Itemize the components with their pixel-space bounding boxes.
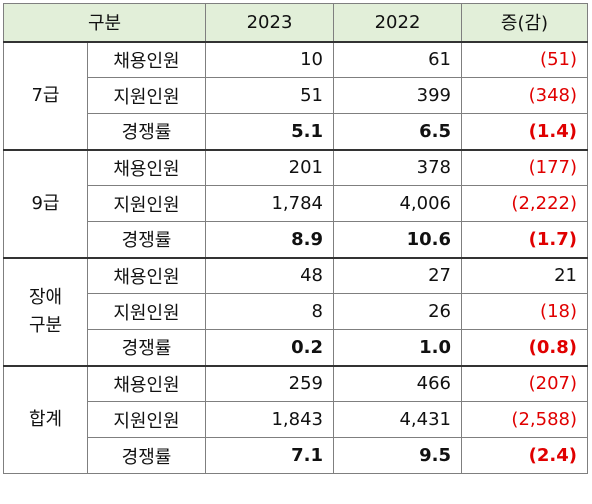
value-2023: 1,784 xyxy=(205,185,334,222)
value-change: (2,588) xyxy=(461,401,588,438)
recruitment-table: 구분 2023 2022 증(감) 7급 채용인원 10 61 (51) 지원인… xyxy=(3,3,588,474)
value-2023: 10 xyxy=(205,41,334,78)
table-row: 경쟁률 0.2 1.0 (0.8) xyxy=(4,329,588,367)
value-change: (1.7) xyxy=(461,221,588,259)
value-change: (51) xyxy=(461,41,588,78)
metric-label: 지원인원 xyxy=(87,401,206,438)
table-row: 지원인원 51 399 (348) xyxy=(4,77,588,114)
value-2022: 6.5 xyxy=(333,113,462,151)
table-row: 경쟁률 7.1 9.5 (2.4) xyxy=(4,437,588,474)
value-2022: 4,431 xyxy=(333,401,462,438)
value-2022: 26 xyxy=(333,293,462,330)
value-change: (207) xyxy=(461,365,588,402)
value-2022: 378 xyxy=(333,149,462,186)
metric-label: 지원인원 xyxy=(87,185,206,222)
value-change: (2,222) xyxy=(461,185,588,222)
metric-label: 채용인원 xyxy=(87,365,206,402)
value-2022: 1.0 xyxy=(333,329,462,367)
group-label-total: 합계 xyxy=(3,365,88,474)
value-change: (1.4) xyxy=(461,113,588,151)
value-2023: 201 xyxy=(205,149,334,186)
value-2023: 48 xyxy=(205,257,334,294)
value-2023: 51 xyxy=(205,77,334,114)
group-label-line2: 구분 xyxy=(28,314,63,336)
table-row: 장애 구분 채용인원 48 27 21 xyxy=(3,257,588,367)
metric-label: 채용인원 xyxy=(87,257,206,294)
value-2023: 0.2 xyxy=(205,329,334,367)
metric-label: 경쟁률 xyxy=(87,221,206,259)
group-label-line1: 장애 xyxy=(28,286,63,308)
header-year-2023: 2023 xyxy=(205,3,334,43)
value-2022: 4,006 xyxy=(333,185,462,222)
group-label-disability: 장애 구분 xyxy=(3,257,88,367)
metric-label: 채용인원 xyxy=(87,41,206,78)
table-row: 지원인원 1,784 4,006 (2,222) xyxy=(4,185,588,222)
value-2023: 1,843 xyxy=(205,401,334,438)
table-row: 경쟁률 5.1 6.5 (1.4) xyxy=(4,113,588,151)
value-2023: 259 xyxy=(205,365,334,402)
value-change: 21 xyxy=(461,257,588,294)
group-label-grade7: 7급 xyxy=(3,41,88,151)
metric-label: 채용인원 xyxy=(87,149,206,186)
value-change: (2.4) xyxy=(461,437,588,474)
value-2022: 399 xyxy=(333,77,462,114)
value-2023: 8.9 xyxy=(205,221,334,259)
header-category: 구분 xyxy=(3,3,206,43)
value-change: (0.8) xyxy=(461,329,588,367)
value-2023: 7.1 xyxy=(205,437,334,474)
metric-label: 경쟁률 xyxy=(87,329,206,367)
value-change: (18) xyxy=(461,293,588,330)
value-2022: 27 xyxy=(333,257,462,294)
header-change: 증(감) xyxy=(461,3,588,43)
table-row: 지원인원 1,843 4,431 (2,588) xyxy=(4,401,588,438)
value-2022: 466 xyxy=(333,365,462,402)
table-row: 7급 채용인원 10 61 (51) xyxy=(3,41,588,151)
metric-label: 지원인원 xyxy=(87,77,206,114)
value-2022: 9.5 xyxy=(333,437,462,474)
header-row: 구분 2023 2022 증(감) xyxy=(3,3,588,43)
header-year-2022: 2022 xyxy=(333,3,462,43)
metric-label: 경쟁률 xyxy=(87,437,206,474)
table-row: 지원인원 8 26 (18) xyxy=(4,293,588,330)
table-row: 합계 채용인원 259 466 (207) xyxy=(3,365,588,474)
value-change: (177) xyxy=(461,149,588,186)
value-2022: 61 xyxy=(333,41,462,78)
value-2023: 5.1 xyxy=(205,113,334,151)
table-row: 경쟁률 8.9 10.6 (1.7) xyxy=(4,221,588,259)
metric-label: 지원인원 xyxy=(87,293,206,330)
value-change: (348) xyxy=(461,77,588,114)
table-row: 9급 채용인원 201 378 (177) xyxy=(3,149,588,259)
metric-label: 경쟁률 xyxy=(87,113,206,151)
value-2022: 10.6 xyxy=(333,221,462,259)
value-2023: 8 xyxy=(205,293,334,330)
group-label-grade9: 9급 xyxy=(3,149,88,259)
